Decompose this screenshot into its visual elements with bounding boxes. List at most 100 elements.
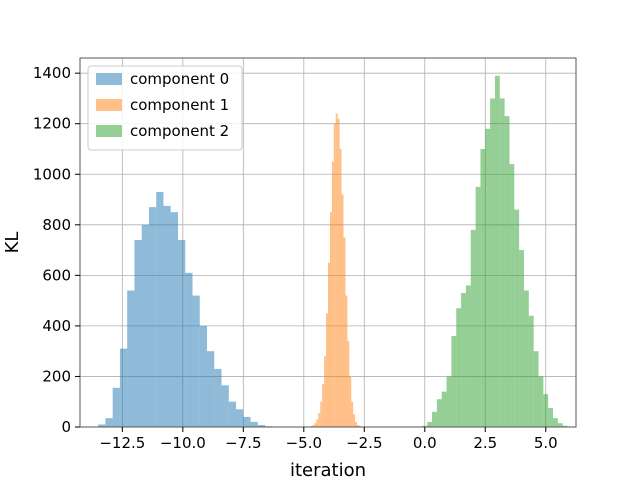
histogram-bar — [432, 411, 437, 427]
histogram-bar — [243, 416, 251, 427]
legend-swatch — [96, 125, 122, 137]
legend-box — [87, 65, 243, 151]
histogram-bar — [358, 425, 361, 427]
histogram-bar — [470, 229, 476, 427]
histogram-bar — [314, 423, 317, 427]
legend-label: component 0 — [130, 70, 229, 88]
histogram-bar — [326, 313, 328, 427]
y-tick-label: 400 — [42, 317, 71, 335]
histogram-bar — [324, 356, 327, 427]
histogram-bar — [337, 118, 340, 427]
y-tick-label: 1200 — [33, 115, 71, 133]
histogram-bar — [553, 418, 558, 427]
histogram-bar — [335, 113, 338, 428]
histogram-bar — [328, 262, 330, 427]
histogram-bar — [318, 413, 321, 427]
series-2-bars — [417, 75, 573, 428]
legend: component 0 component 1 component 2 — [87, 65, 243, 151]
histogram-bar — [509, 164, 515, 427]
histogram-bar — [355, 421, 358, 427]
histogram-bar — [519, 250, 524, 427]
histogram-bar — [331, 161, 334, 427]
histogram-bar — [221, 385, 229, 427]
x-tick-label: −2.5 — [346, 434, 382, 452]
histogram-bar — [119, 348, 128, 427]
y-axis-label: KL — [2, 232, 23, 254]
histogram-bar — [214, 368, 222, 427]
histogram-bar — [427, 421, 433, 427]
histogram-bar — [475, 186, 481, 427]
x-tick-label: −7.5 — [225, 434, 261, 452]
series-0-bars — [98, 191, 280, 427]
histogram-bar — [562, 425, 568, 427]
histogram-bar — [422, 425, 428, 427]
histogram-bar — [353, 414, 356, 427]
histogram-bar — [533, 351, 539, 427]
histogram-bar — [441, 391, 447, 427]
histogram-bar — [528, 315, 534, 427]
histogram-bar — [465, 285, 471, 427]
histogram-bar — [320, 401, 323, 427]
histogram-bar — [343, 237, 346, 427]
series-1-bars — [308, 113, 361, 428]
histogram-bar — [148, 207, 157, 427]
histogram-bar — [543, 394, 549, 427]
y-tick-label: 1000 — [33, 165, 71, 183]
histogram-bar — [499, 98, 505, 427]
histogram-bar — [480, 148, 486, 427]
histogram-bar — [341, 194, 344, 427]
legend-label: component 2 — [130, 122, 229, 140]
histogram-bar — [177, 239, 186, 427]
histogram-bar — [329, 212, 332, 427]
x-tick-label: −10.0 — [160, 434, 206, 452]
histogram-bar — [312, 424, 315, 427]
legend-swatch — [96, 99, 122, 111]
histogram-bar — [351, 401, 354, 427]
histogram-bar — [333, 123, 336, 427]
histogram-bar — [490, 98, 495, 427]
histogram-bar — [514, 209, 520, 427]
histogram-bar — [185, 272, 193, 427]
x-tick-label: 5.0 — [534, 434, 558, 452]
histogram-bar — [504, 116, 510, 428]
histogram-bar — [156, 191, 164, 427]
x-tick-label: −5.0 — [286, 434, 322, 452]
histogram-bar — [316, 419, 319, 427]
plot-frame — [79, 57, 577, 428]
histogram-bar — [207, 351, 215, 427]
histogram-bar — [456, 308, 462, 427]
x-tick-label: 2.5 — [473, 434, 497, 452]
histogram-bar — [141, 224, 149, 427]
histogram-bar — [347, 341, 350, 427]
histogram-bar — [446, 376, 452, 427]
y-tick-label: 200 — [42, 367, 71, 385]
histogram-bar — [494, 75, 500, 428]
histogram-bars — [98, 75, 573, 428]
x-axis-label: iteration — [290, 460, 366, 480]
histogram-bar — [339, 148, 342, 427]
y-tick-label: 800 — [42, 216, 71, 234]
histogram-bar — [105, 418, 113, 427]
histogram-bar — [199, 325, 208, 427]
histogram-bar — [436, 399, 442, 427]
histogram-bar — [163, 205, 171, 427]
histogram-bar — [236, 409, 244, 427]
histogram-bar — [461, 293, 466, 427]
histogram-bar — [310, 425, 313, 427]
x-tick-label: 0.0 — [413, 434, 437, 452]
y-tick-label: 1400 — [33, 64, 71, 82]
histogram-bar — [451, 336, 457, 427]
histogram-bar — [127, 290, 135, 427]
legend-label: component 1 — [130, 96, 229, 114]
x-axis-ticks: −12.5 −10.0 −7.5 −5.0 −2.5 0.0 2.5 5.0 — [99, 427, 558, 452]
histogram-bar — [192, 295, 200, 427]
histogram-bar — [98, 424, 106, 427]
histogram-bar — [345, 295, 348, 427]
histogram-bar — [170, 212, 178, 427]
y-tick-label: 600 — [42, 266, 71, 284]
histogram-bar — [548, 408, 554, 427]
legend-swatch — [96, 73, 122, 85]
histogram-bar — [557, 423, 563, 427]
histogram-bar — [257, 424, 266, 427]
